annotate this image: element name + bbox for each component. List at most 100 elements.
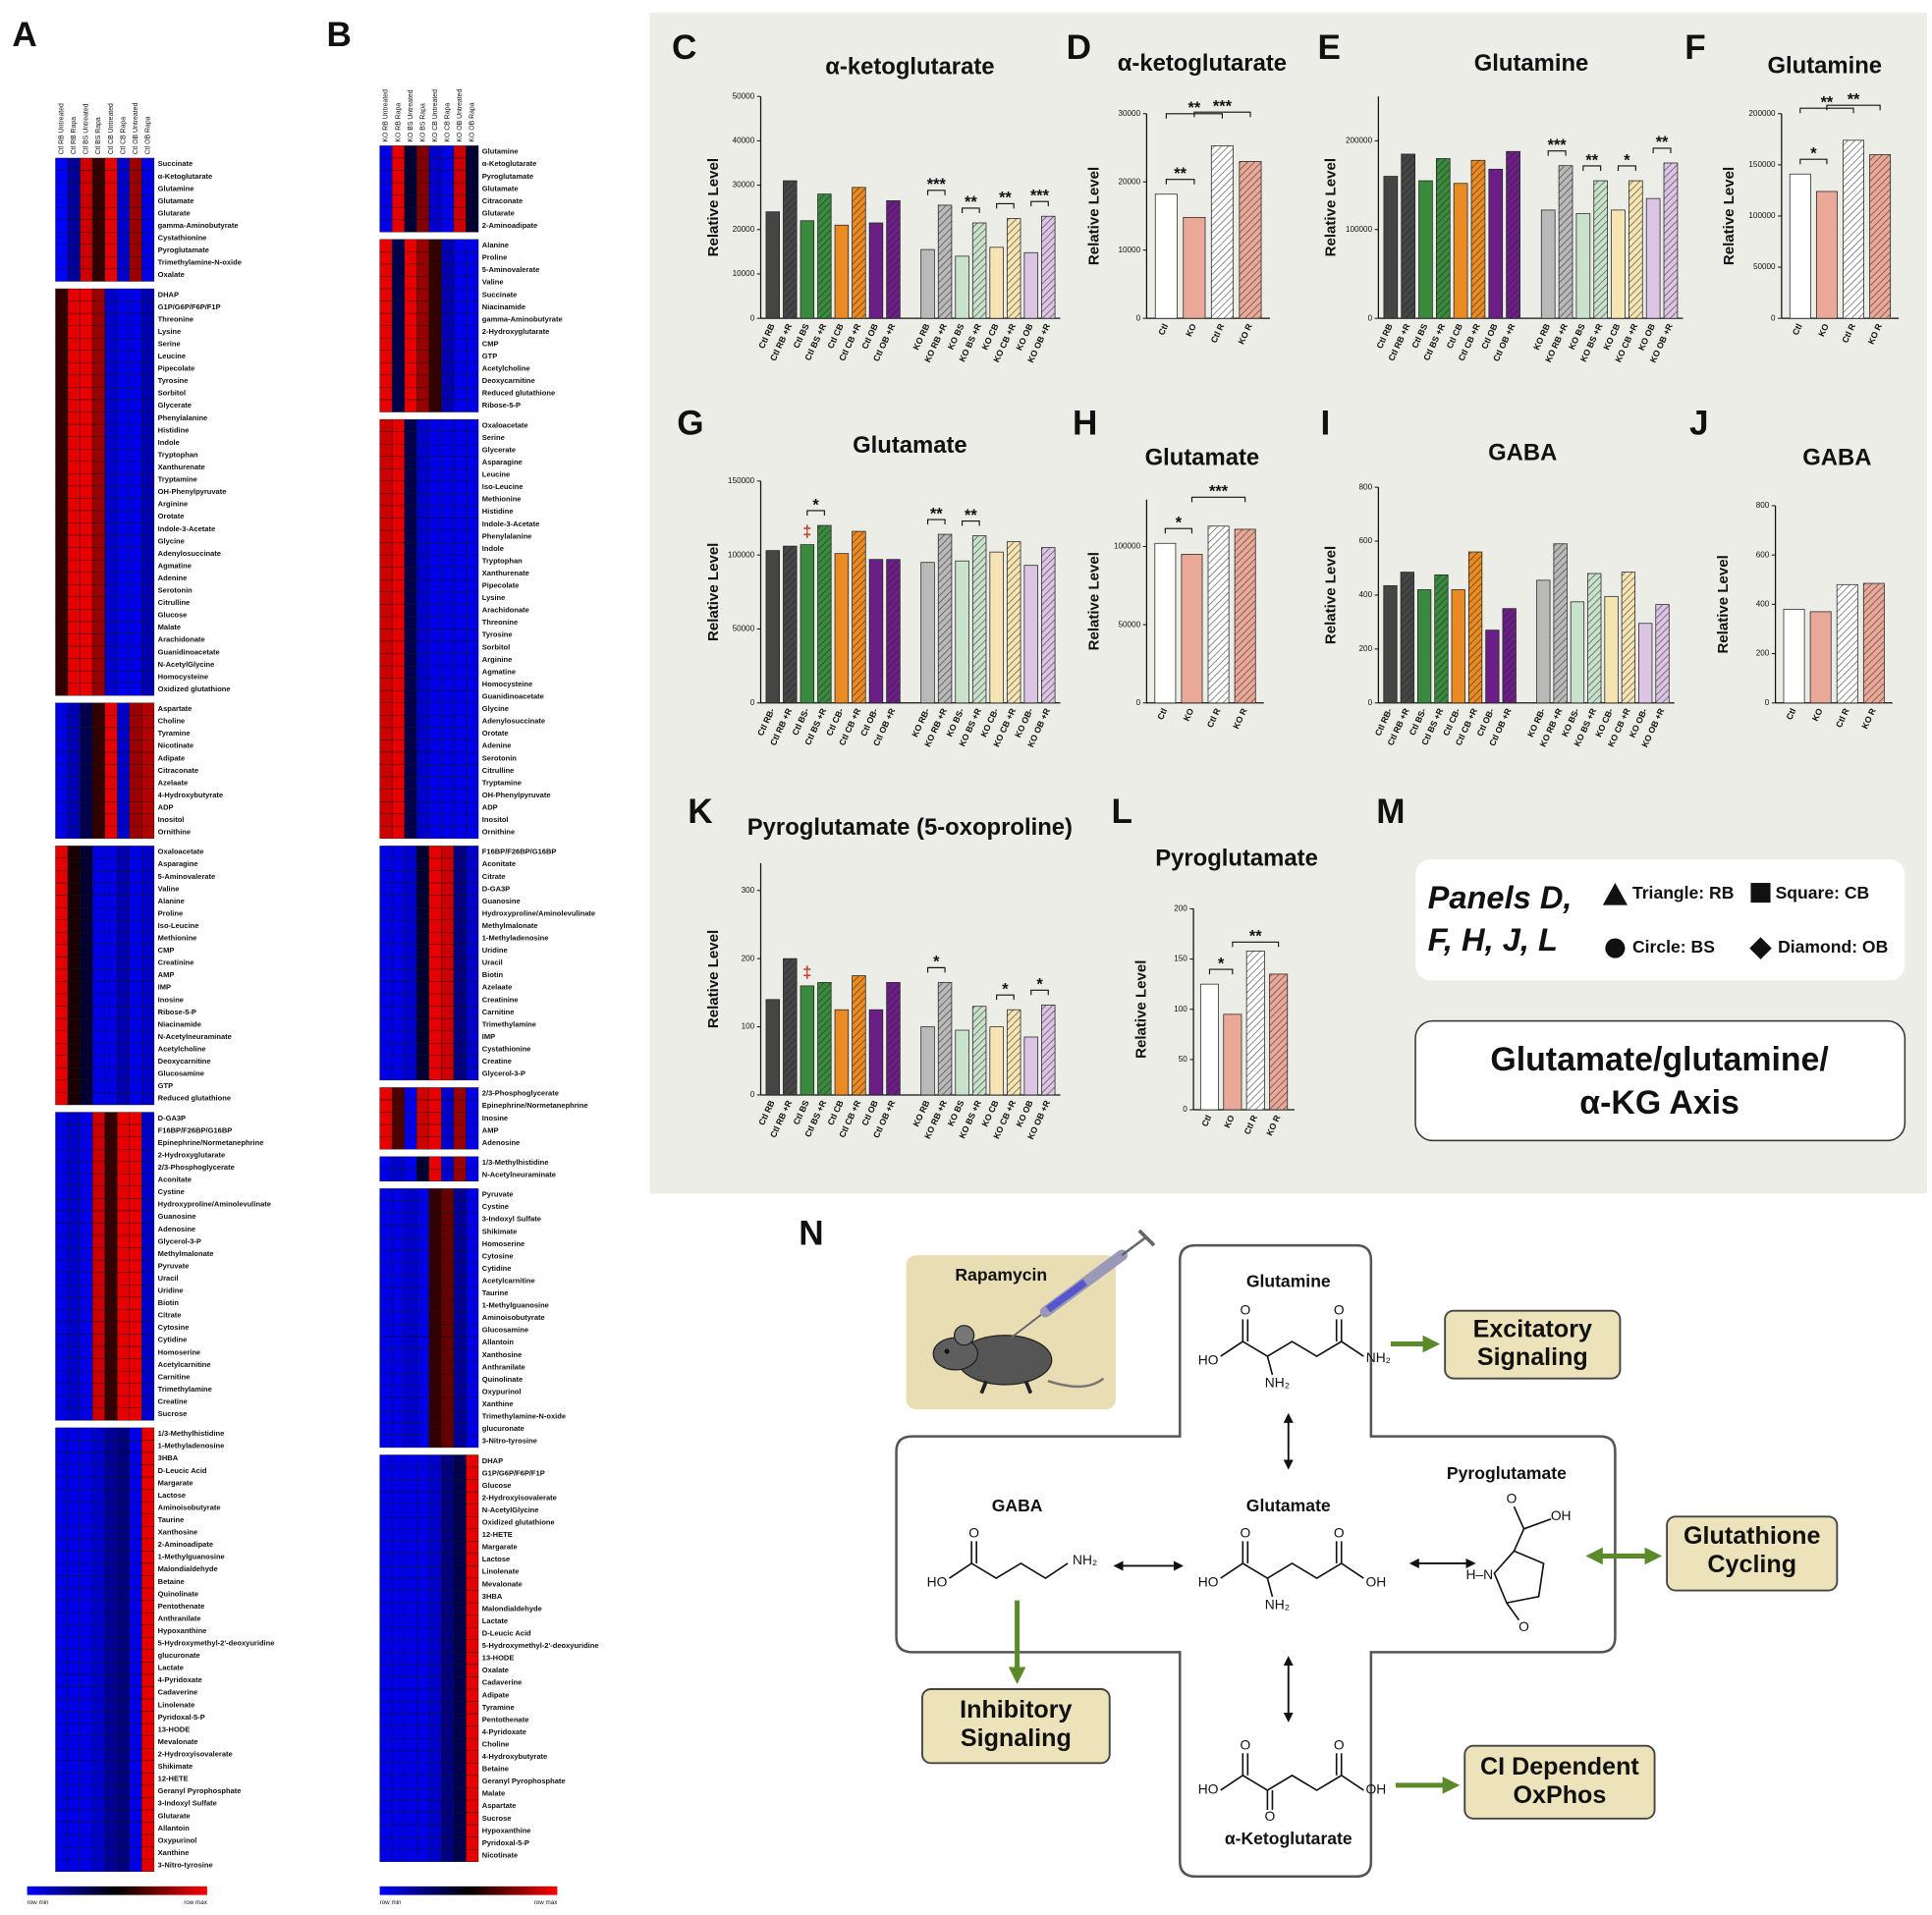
heatmap-cell: [404, 751, 417, 765]
heatmap-cell: [141, 461, 155, 474]
heatmap-cell: [129, 1383, 142, 1396]
heatmap-cell: [404, 1006, 417, 1019]
significance-label: ***: [1030, 187, 1050, 204]
heatmap-cell: [104, 1247, 118, 1261]
heatmap-cell: [117, 232, 130, 246]
heatmap-cell: [466, 1188, 479, 1202]
row-label: Phenylalanine: [158, 413, 208, 422]
bar: [1383, 176, 1399, 319]
heatmap-cell: [55, 1185, 69, 1199]
heatmap-cell: [379, 616, 393, 629]
heatmap-cell: [91, 813, 105, 827]
heatmap-cell: [428, 1311, 442, 1325]
heatmap-cell: [117, 157, 130, 171]
heatmap-cell: [379, 542, 393, 556]
heatmap-cell: [141, 683, 155, 696]
heatmap-cell: [141, 1846, 155, 1860]
heatmap-cell: [466, 1565, 479, 1579]
heatmap-cell: [466, 1602, 479, 1615]
heatmap-cell: [141, 993, 155, 1007]
heatmap-cell: [441, 1553, 455, 1566]
heatmap-cell: [80, 801, 93, 814]
heatmap-cell: [404, 431, 417, 445]
heatmap-cell: [379, 1466, 393, 1480]
heatmap-cell: [379, 1275, 393, 1287]
heatmap-cell: [453, 1017, 467, 1031]
heatmap-cell: [67, 1198, 81, 1212]
heatmap-cell: [453, 776, 467, 790]
heatmap-cell: [466, 1055, 479, 1068]
heatmap-cell: [404, 1577, 417, 1591]
heatmap-cell: [391, 1664, 405, 1677]
heatmap-cell: [129, 633, 142, 647]
heatmap-cell: [55, 1822, 69, 1835]
heatmap-cell: [453, 1386, 467, 1398]
heatmap-cell: [453, 1614, 467, 1628]
heatmap-cell: [80, 206, 93, 220]
heatmap-cell: [428, 1454, 442, 1468]
molecule-name: Glutamine: [1246, 1271, 1331, 1290]
heatmap-cell: [404, 764, 417, 778]
heatmap-cell: [67, 1234, 81, 1248]
row-label: Guanosine: [158, 1212, 196, 1221]
heatmap-cell: [104, 739, 118, 753]
row-label: Glutamine: [482, 147, 519, 156]
bar: [1575, 213, 1591, 319]
heatmap-cell: [129, 789, 142, 802]
y-axis-label: Relative Level: [1086, 552, 1103, 650]
heatmap-cell: [104, 244, 118, 257]
heatmap-cell: [80, 1055, 93, 1068]
heatmap-cell: [129, 510, 142, 523]
heatmap-cell: [466, 1763, 479, 1777]
heatmap-cell: [453, 1087, 467, 1101]
axis-box: [1414, 1019, 1906, 1142]
heatmap-cell: [67, 1551, 81, 1564]
row-label: Cystine: [158, 1187, 185, 1196]
heatmap-cell: [117, 1662, 130, 1675]
heatmap-cell: [80, 1551, 93, 1564]
heatmap-cell: [141, 1395, 155, 1408]
heatmap-cell: [404, 1763, 417, 1777]
heatmap-cell: [404, 739, 417, 753]
heatmap-cell: [91, 993, 105, 1007]
bar: [920, 562, 935, 704]
heatmap-cell: [104, 981, 118, 995]
heatmap-cell: [441, 944, 455, 958]
heatmap-cell: [428, 653, 442, 667]
heatmap-cell: [391, 542, 405, 556]
heatmap-cell: [441, 1799, 455, 1813]
heatmap-cell: [391, 567, 405, 580]
heatmap-cell: [391, 1701, 405, 1715]
heatmap-cell: [55, 584, 69, 598]
heatmap-cell: [80, 645, 93, 659]
heatmap-cell: [91, 670, 105, 684]
heatmap-cell: [67, 776, 81, 790]
heatmap-cell: [129, 932, 142, 946]
heatmap-cell: [104, 1440, 118, 1453]
heatmap-cell: [379, 182, 393, 195]
heatmap-cell: [80, 1309, 93, 1323]
heatmap-cell: [80, 1748, 93, 1761]
heatmap-cell: [404, 554, 417, 568]
row-label: Arginine: [482, 655, 512, 664]
heatmap-cell: [55, 1407, 69, 1421]
bar-hatch: [817, 193, 832, 319]
heatmap-cell: [80, 1383, 93, 1396]
heatmap-cell: [91, 449, 105, 462]
heatmap-cell: [466, 1410, 479, 1424]
heatmap-cell: [466, 579, 479, 593]
heatmap-cell: [129, 764, 142, 778]
heatmap-cell: [91, 1285, 105, 1298]
heatmap-cell: [80, 1662, 93, 1675]
heatmap-cell: [453, 1787, 467, 1801]
row-label: Glutarate: [158, 1811, 191, 1820]
heatmap-cell: [91, 932, 105, 946]
heatmap-cell: [404, 944, 417, 958]
heatmap-cell: [379, 1237, 393, 1251]
heatmap-cell: [80, 312, 93, 326]
heatmap-cell: [117, 522, 130, 536]
heatmap-cell: [67, 764, 81, 778]
heatmap-cell: [379, 1688, 393, 1702]
heatmap-cell: [466, 145, 479, 159]
heatmap-cell: [55, 609, 69, 623]
